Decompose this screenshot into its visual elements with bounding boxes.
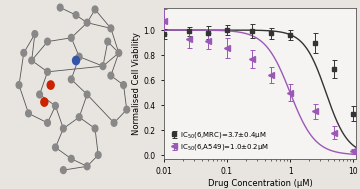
Circle shape bbox=[73, 56, 80, 65]
Circle shape bbox=[21, 50, 27, 56]
Circle shape bbox=[76, 114, 82, 121]
Circle shape bbox=[45, 38, 50, 45]
Circle shape bbox=[68, 34, 74, 41]
Circle shape bbox=[111, 119, 117, 126]
Circle shape bbox=[84, 163, 90, 170]
Circle shape bbox=[108, 25, 114, 32]
Circle shape bbox=[32, 31, 38, 37]
Circle shape bbox=[73, 12, 79, 19]
Y-axis label: Normalised Cell Viability: Normalised Cell Viability bbox=[131, 32, 140, 135]
Circle shape bbox=[68, 155, 74, 162]
Circle shape bbox=[37, 91, 42, 98]
Circle shape bbox=[60, 167, 66, 174]
Circle shape bbox=[84, 91, 90, 98]
Circle shape bbox=[92, 6, 98, 13]
X-axis label: Drug Concentration (μM): Drug Concentration (μM) bbox=[208, 179, 312, 188]
Circle shape bbox=[47, 81, 54, 89]
Circle shape bbox=[16, 82, 22, 88]
Circle shape bbox=[95, 152, 101, 158]
Circle shape bbox=[45, 68, 50, 75]
Circle shape bbox=[68, 76, 74, 83]
Circle shape bbox=[108, 72, 114, 79]
Circle shape bbox=[76, 53, 82, 60]
Circle shape bbox=[105, 38, 111, 45]
Circle shape bbox=[41, 98, 48, 106]
Circle shape bbox=[26, 110, 31, 117]
Circle shape bbox=[84, 19, 90, 26]
Circle shape bbox=[29, 57, 35, 64]
Circle shape bbox=[121, 82, 126, 88]
Circle shape bbox=[60, 125, 66, 132]
Circle shape bbox=[116, 50, 122, 56]
Circle shape bbox=[45, 119, 50, 126]
Circle shape bbox=[124, 106, 130, 113]
Legend: IC$_{50}$(6,MRC)=3.7±0.4μM, IC$_{50}$(6,A549)=1.0±0.2μM: IC$_{50}$(6,MRC)=3.7±0.4μM, IC$_{50}$(6,… bbox=[169, 129, 271, 154]
Circle shape bbox=[53, 102, 58, 109]
Circle shape bbox=[92, 125, 98, 132]
Circle shape bbox=[57, 4, 63, 11]
Circle shape bbox=[100, 63, 106, 70]
Circle shape bbox=[53, 144, 58, 151]
